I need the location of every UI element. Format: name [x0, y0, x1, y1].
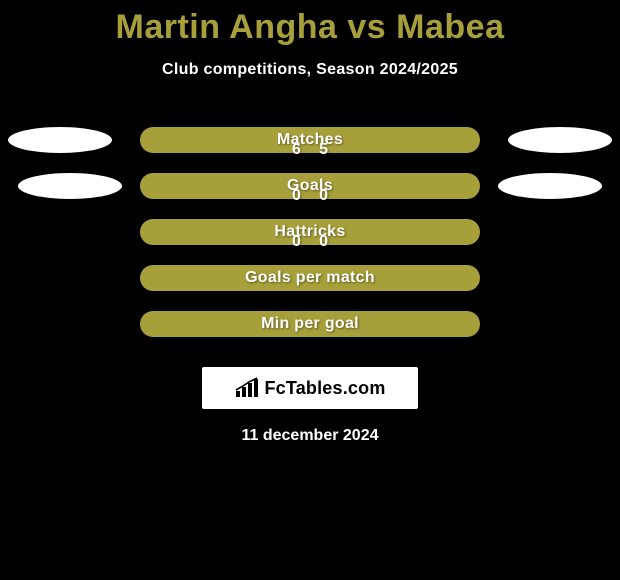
stat-bar: 0 Goals 0: [140, 173, 480, 199]
right-indicator-ellipse: [498, 173, 602, 199]
right-indicator-ellipse: [508, 127, 612, 153]
left-indicator-ellipse: [8, 127, 112, 153]
stat-value-left: 0: [292, 183, 301, 209]
stat-label: Hattricks: [274, 223, 345, 241]
stat-value-left: 0: [292, 229, 301, 255]
brand-badge[interactable]: FcTables.com: [202, 367, 418, 409]
page-subtitle: Club competitions, Season 2024/2025: [0, 61, 620, 79]
stats-rows: 6 Matches 5 0 Goals 0 0 Hattricks 0 Goal…: [0, 117, 620, 347]
stat-row-hattricks: 0 Hattricks 0: [0, 209, 620, 255]
stat-value-right: 0: [319, 229, 328, 255]
date-text: 11 december 2024: [0, 427, 620, 445]
stat-row-matches: 6 Matches 5: [0, 117, 620, 163]
stat-value-right: 0: [319, 183, 328, 209]
stat-bar: 6 Matches 5: [140, 127, 480, 153]
stat-value-left: 6: [292, 137, 301, 163]
stat-label: Goals per match: [245, 269, 375, 287]
stat-bar: Min per goal: [140, 311, 480, 337]
stat-bar: 0 Hattricks 0: [140, 219, 480, 245]
stat-row-goals: 0 Goals 0: [0, 163, 620, 209]
stat-label: Min per goal: [261, 315, 359, 333]
stat-bar: Goals per match: [140, 265, 480, 291]
stat-row-min-per-goal: Min per goal: [0, 301, 620, 347]
page-title: Martin Angha vs Mabea: [0, 0, 620, 47]
stat-value-right: 5: [319, 137, 328, 163]
stat-label: Matches: [277, 131, 343, 149]
brand-text: FcTables.com: [264, 378, 385, 399]
stat-row-goals-per-match: Goals per match: [0, 255, 620, 301]
left-indicator-ellipse: [18, 173, 122, 199]
bar-chart-icon: [234, 377, 260, 399]
